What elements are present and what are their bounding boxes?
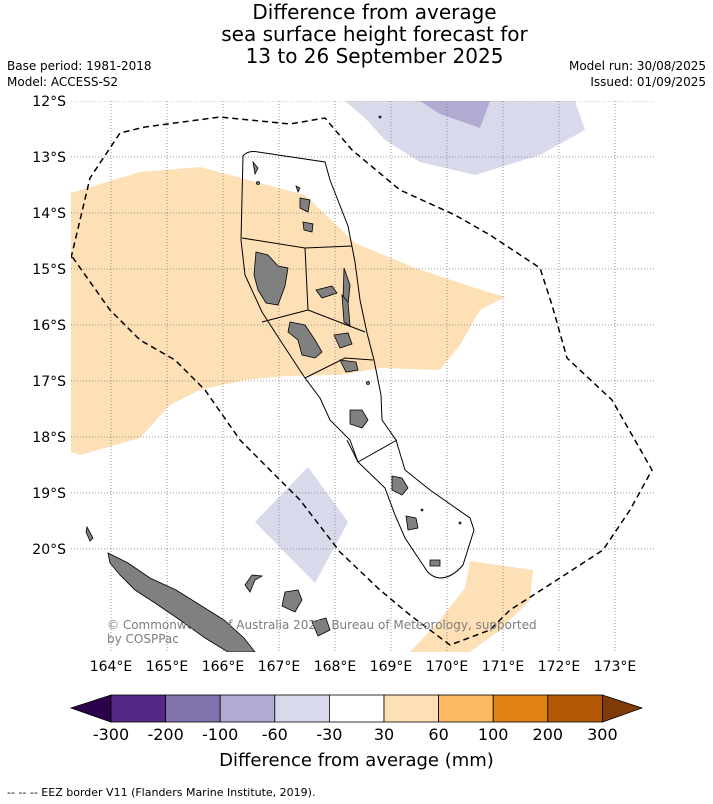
colorbar-cell: [165, 694, 221, 723]
erromango: [349, 409, 369, 429]
positive-anomaly-region: [71, 167, 505, 455]
loyalty-island-mare: [311, 617, 331, 637]
ambae: [315, 285, 338, 299]
base-period: Base period: 1981-2018: [7, 59, 152, 73]
colorbar-label: 300: [587, 725, 618, 744]
latitude-label: 19°S: [32, 486, 66, 502]
tanna: [391, 475, 409, 496]
loyalty-island-lifou: [281, 589, 303, 613]
longitude-label: 168°E: [313, 659, 357, 675]
colorbar-label: -200: [147, 725, 184, 744]
gaua: [299, 197, 311, 213]
graticule: [71, 101, 655, 652]
title-line-2: sea surface height forecast for: [221, 22, 528, 46]
aneityum: [405, 515, 419, 531]
copyright-notice: © Commonwealth of Australia 2025, Bureau…: [107, 618, 537, 646]
negative-anomaly-region-north: [345, 101, 585, 175]
negative-anomaly-core-north: [420, 101, 490, 128]
title-line-1: Difference from average: [252, 0, 497, 24]
colorbar-cell: [383, 694, 439, 723]
latitude-label: 20°S: [32, 542, 66, 558]
efate: [333, 332, 353, 349]
longitude-label: 173°E: [593, 659, 637, 675]
colorbar-cell: [547, 694, 603, 723]
espiritu-santo: [253, 251, 289, 306]
colorbar-label: -30: [316, 725, 343, 744]
maewo: [341, 293, 351, 327]
latitude-label: 13°S: [32, 150, 66, 166]
longitude-label: 170°E: [425, 659, 469, 675]
futuna: [429, 559, 441, 567]
colorbar-cell: [328, 694, 385, 723]
eez-border: [71, 116, 653, 646]
new-caledonia-islet: [85, 525, 94, 542]
latitude-label: 14°S: [32, 206, 66, 222]
latitude-label: 16°S: [32, 318, 66, 334]
torres-islands: [252, 160, 259, 176]
longitude-label: 169°E: [369, 659, 413, 675]
eez-footnote: -- -- -- EEZ border V11 (Flanders Marine…: [7, 786, 316, 799]
colorbar-cell: [219, 694, 276, 723]
colorbar-cell-above: [602, 694, 644, 723]
colorbar-label: 60: [428, 725, 449, 744]
negative-anomaly-region-south: [255, 467, 348, 583]
longitude-label: 167°E: [257, 659, 301, 675]
colorbar-title: Difference from average (mm): [219, 750, 494, 771]
colorbar: [69, 694, 644, 723]
land-masses: [85, 115, 462, 652]
longitude-label: 172°E: [537, 659, 581, 675]
issued-date: Issued: 01/09/2025: [590, 75, 706, 89]
model-name: Model: ACCESS-S2: [7, 75, 119, 89]
model-run: Model run: 30/08/2025: [568, 59, 706, 73]
mota-lava: [295, 185, 301, 194]
colorbar-cell: [274, 694, 330, 723]
colorbar-label: 100: [477, 725, 509, 744]
shepherd-islands: [339, 359, 359, 373]
longitude-label: 164°E: [89, 659, 133, 675]
title-line-3: 13 to 26 September 2025: [245, 44, 504, 68]
vanua-lava: [302, 221, 314, 233]
colorbar-cell: [492, 694, 549, 723]
latitude-label: 12°S: [32, 94, 66, 110]
colorbar-label: -300: [92, 725, 130, 744]
colorbar-cell-below: [69, 694, 112, 723]
colorbar-cell: [110, 694, 166, 723]
longitude-label: 166°E: [201, 659, 245, 675]
latitude-label: 15°S: [32, 262, 66, 278]
loyalty-island-ouvea: [244, 574, 264, 593]
colorbar-label: -100: [202, 725, 239, 744]
positive-anomaly-region-south: [410, 561, 533, 652]
latitude-label: 18°S: [32, 430, 66, 446]
longitude-label: 171°E: [481, 659, 525, 675]
colorbar-label: 200: [532, 725, 564, 744]
colorbar-label: -60: [261, 725, 288, 744]
malakula: [287, 321, 323, 359]
latitude-label: 17°S: [32, 374, 66, 390]
province-boundaries: [240, 151, 475, 579]
colorbar-cell: [438, 694, 494, 723]
new-caledonia: [107, 552, 256, 652]
longitude-label: 165°E: [145, 659, 189, 675]
colorbar-label: 30: [373, 725, 395, 744]
